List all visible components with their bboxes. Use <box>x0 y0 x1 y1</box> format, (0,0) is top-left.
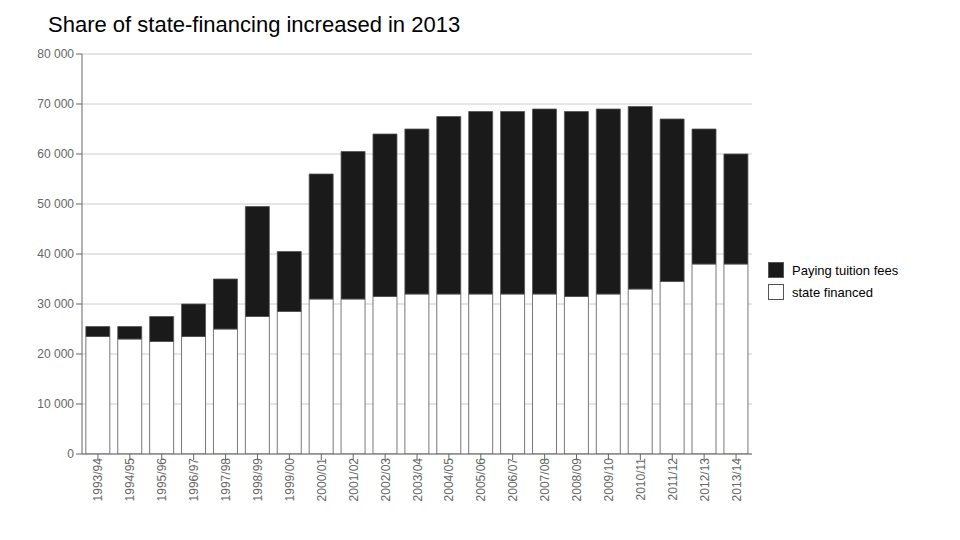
svg-text:70 000: 70 000 <box>37 97 74 111</box>
svg-text:2010/11: 2010/11 <box>634 458 648 501</box>
svg-text:2004/05: 2004/05 <box>442 458 456 502</box>
svg-text:2009/10: 2009/10 <box>602 458 616 502</box>
svg-text:2007/08: 2007/08 <box>538 458 552 502</box>
svg-text:10 000: 10 000 <box>37 397 74 411</box>
svg-text:2013/14: 2013/14 <box>730 458 744 502</box>
svg-text:80 000: 80 000 <box>37 47 74 61</box>
svg-text:2006/07: 2006/07 <box>506 458 520 502</box>
svg-text:1997/98: 1997/98 <box>219 458 233 502</box>
svg-text:1995/96: 1995/96 <box>155 458 169 502</box>
svg-text:2012/13: 2012/13 <box>698 458 712 502</box>
svg-text:40 000: 40 000 <box>37 247 74 261</box>
html-text:Paying tuition fees: Paying tuition fees <box>792 262 899 278</box>
svg-text:60 000: 60 000 <box>37 147 74 161</box>
svg-text:1998/99: 1998/99 <box>251 458 265 502</box>
svg-text:20 000: 20 000 <box>37 347 74 361</box>
svg-text:30 000: 30 000 <box>37 297 74 311</box>
html-text:state financed: state financed <box>792 284 873 300</box>
svg-text:2005/06: 2005/06 <box>474 458 488 502</box>
html-text:Share of state-financing incre: Share of state-financing increased in 20… <box>48 12 461 37</box>
svg-text:50 000: 50 000 <box>37 197 74 211</box>
svg-text:1993/94: 1993/94 <box>91 458 105 502</box>
svg-text:2003/04: 2003/04 <box>411 458 425 502</box>
svg-text:2000/01: 2000/01 <box>315 458 329 502</box>
svg-text:1999/00: 1999/00 <box>283 458 297 502</box>
svg-text:2011/12: 2011/12 <box>666 458 680 501</box>
svg-text:2001/02: 2001/02 <box>347 458 361 502</box>
svg-text:1994/95: 1994/95 <box>123 458 137 502</box>
svg-text:0: 0 <box>67 447 74 461</box>
svg-text:2002/03: 2002/03 <box>379 458 393 502</box>
svg-text:2008/09: 2008/09 <box>570 458 584 502</box>
svg-text:1996/97: 1996/97 <box>187 458 201 502</box>
